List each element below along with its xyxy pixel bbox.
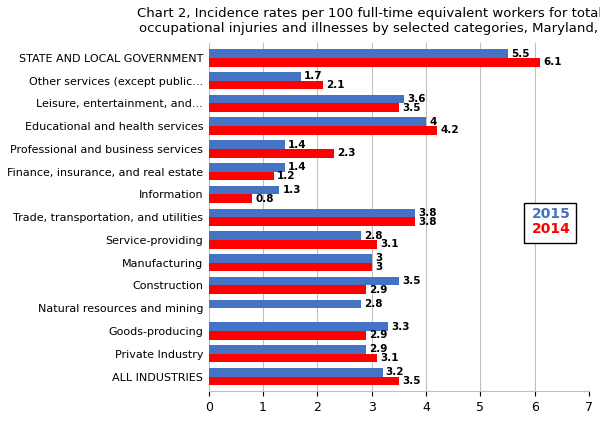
Text: 4: 4 [429, 117, 437, 127]
Text: 3: 3 [375, 253, 382, 264]
Text: 3.5: 3.5 [402, 103, 421, 113]
Text: 2.1: 2.1 [326, 80, 344, 90]
Text: 0.8: 0.8 [256, 194, 274, 204]
Text: 2014: 2014 [532, 222, 571, 236]
Text: 2.8: 2.8 [364, 299, 383, 309]
Bar [209, 277, 399, 285]
Title: Chart 2, Incidence rates per 100 full-time equivalent workers for total nonfatal: Chart 2, Incidence rates per 100 full-ti… [137, 7, 600, 35]
Bar [209, 104, 399, 112]
Bar [209, 95, 404, 104]
Text: 3.5: 3.5 [402, 276, 421, 286]
Text: 3.1: 3.1 [380, 353, 399, 363]
Text: 1.2: 1.2 [277, 171, 296, 181]
Text: 4.2: 4.2 [440, 125, 459, 136]
Bar [209, 58, 540, 67]
Text: 3.6: 3.6 [407, 94, 426, 104]
Text: 3: 3 [375, 262, 382, 272]
FancyBboxPatch shape [524, 203, 576, 243]
Bar [209, 368, 383, 376]
Bar [209, 149, 334, 157]
Text: 5.5: 5.5 [511, 48, 529, 59]
Text: 3.3: 3.3 [391, 322, 410, 332]
Text: 3.5: 3.5 [402, 376, 421, 386]
Bar [209, 195, 252, 203]
Bar [209, 186, 279, 195]
Text: 1.7: 1.7 [304, 71, 323, 81]
Bar [209, 140, 285, 149]
Bar [209, 172, 274, 180]
Bar [209, 354, 377, 362]
Bar [209, 208, 415, 217]
Text: 3.2: 3.2 [386, 367, 404, 377]
Bar [209, 300, 361, 308]
Bar [209, 240, 377, 249]
Bar [209, 117, 426, 126]
Text: 2.3: 2.3 [337, 148, 355, 158]
Bar [209, 231, 361, 240]
Bar [209, 217, 415, 226]
Text: 2.9: 2.9 [370, 344, 388, 354]
Bar [209, 285, 366, 294]
Text: 2.9: 2.9 [370, 330, 388, 340]
Bar [209, 49, 508, 58]
Text: 3.8: 3.8 [418, 216, 437, 226]
Text: 3.1: 3.1 [380, 239, 399, 249]
Text: 1.4: 1.4 [288, 140, 307, 149]
Text: 2.8: 2.8 [364, 231, 383, 241]
Text: 2.9: 2.9 [370, 285, 388, 295]
Bar [209, 331, 366, 340]
Text: 1.3: 1.3 [283, 185, 301, 195]
Bar [209, 126, 437, 135]
Bar [209, 163, 285, 172]
Bar [209, 72, 301, 80]
Text: 2015: 2015 [532, 208, 571, 221]
Text: 1.4: 1.4 [288, 163, 307, 172]
Bar [209, 254, 371, 263]
Bar [209, 263, 371, 272]
Bar [209, 345, 366, 354]
Text: 6.1: 6.1 [544, 57, 562, 67]
Bar [209, 80, 323, 89]
Bar [209, 376, 399, 385]
Bar [209, 322, 388, 331]
Text: 3.8: 3.8 [418, 208, 437, 218]
